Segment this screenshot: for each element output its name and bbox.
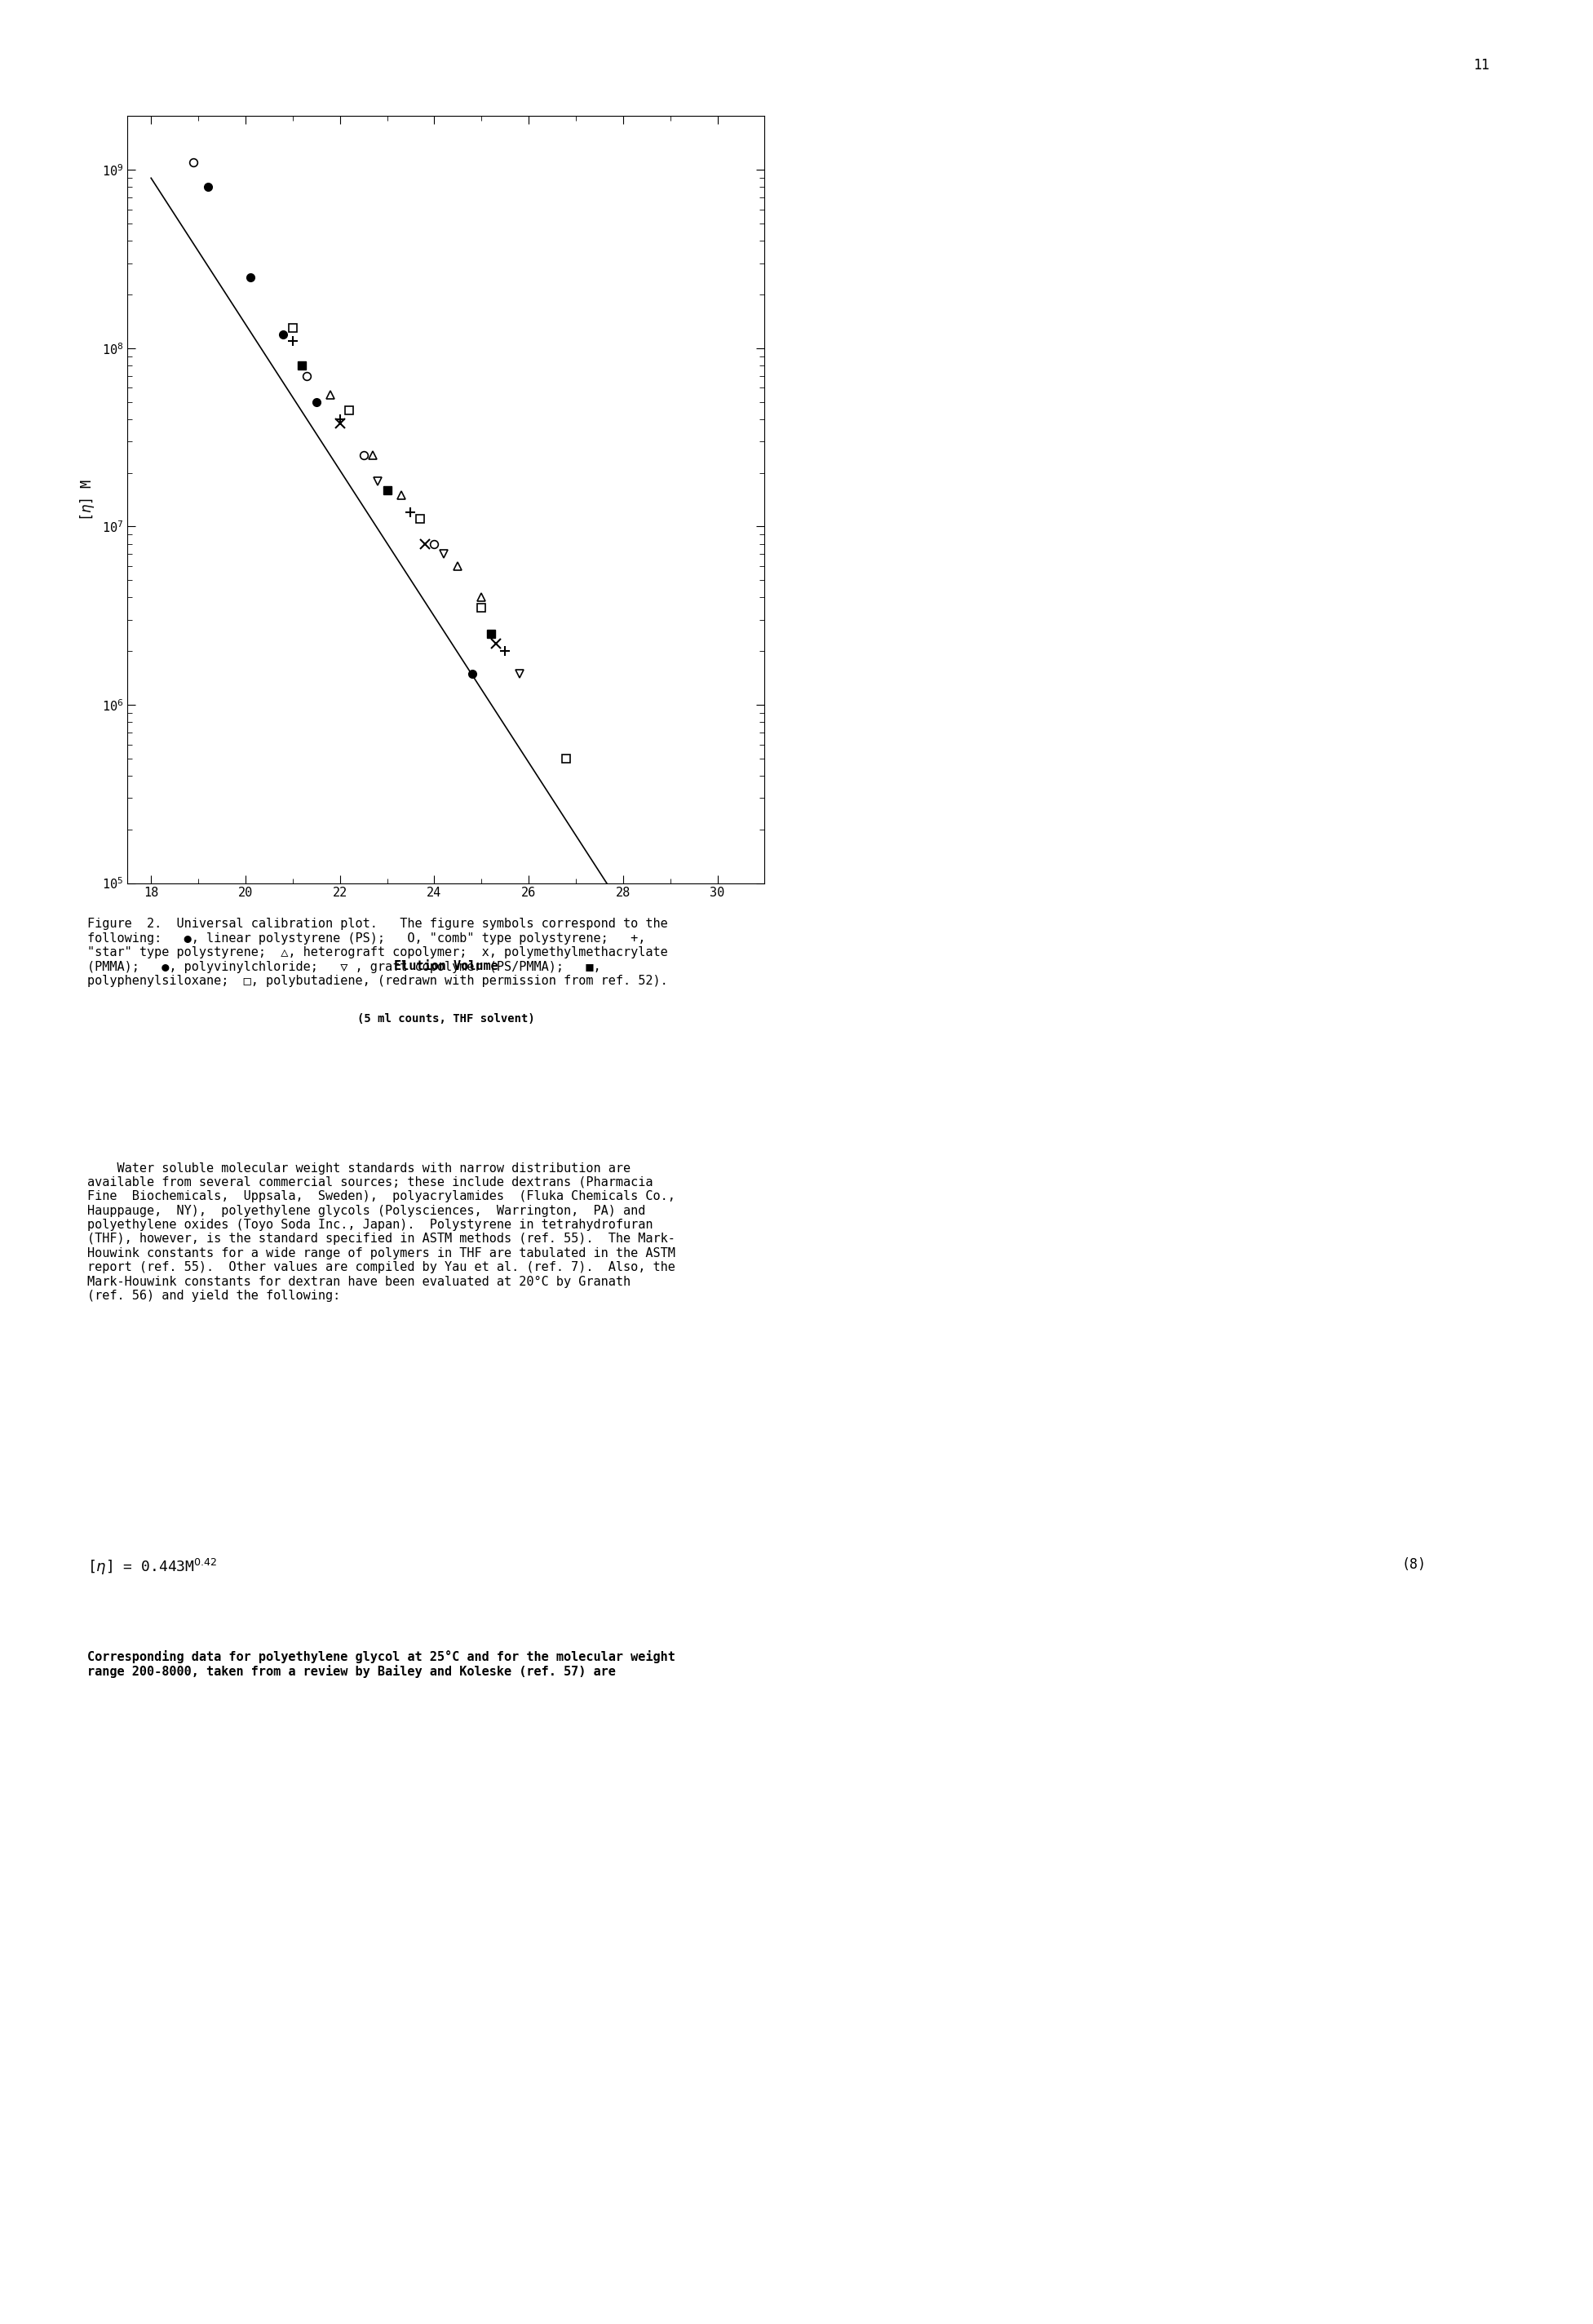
Y-axis label: [$\eta$] M: [$\eta$] M bbox=[78, 479, 96, 521]
Text: Elution Volume: Elution Volume bbox=[393, 960, 499, 971]
Text: Water soluble molecular weight standards with narrow distribution are
available : Water soluble molecular weight standards… bbox=[88, 1162, 675, 1301]
Text: (8): (8) bbox=[1402, 1557, 1426, 1571]
Text: [$\eta$] = 0.443M$^{0.42}$: [$\eta$] = 0.443M$^{0.42}$ bbox=[88, 1557, 218, 1576]
Text: Figure  2.  Universal calibration plot.   The figure symbols correspond to the
f: Figure 2. Universal calibration plot. Th… bbox=[88, 918, 667, 988]
Text: (5 ml counts, THF solvent): (5 ml counts, THF solvent) bbox=[357, 1013, 535, 1025]
Text: 11: 11 bbox=[1474, 58, 1489, 72]
Text: Corresponding data for polyethylene glycol at 25°C and for the molecular weight
: Corresponding data for polyethylene glyc… bbox=[88, 1650, 675, 1678]
